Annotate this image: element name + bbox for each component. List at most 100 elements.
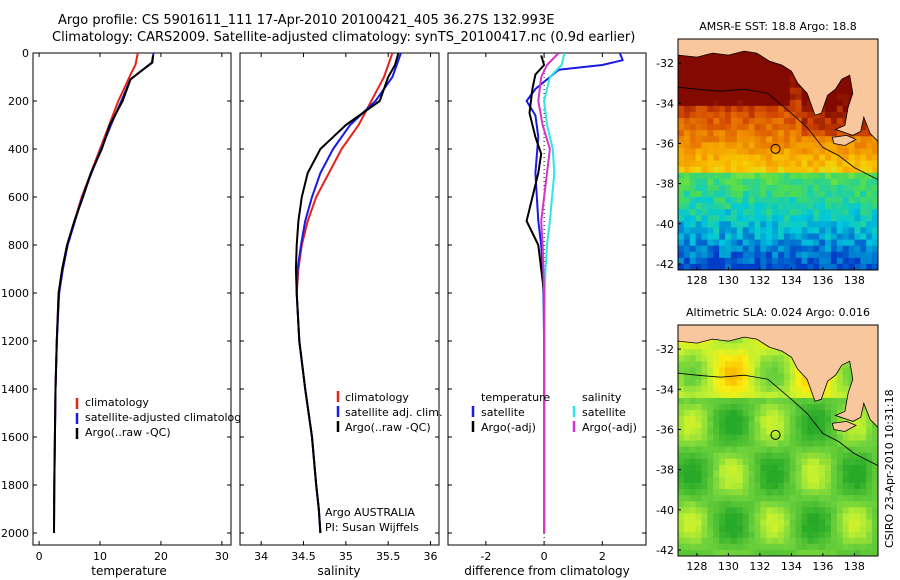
map-grid-cell — [713, 416, 720, 423]
map-grid-cell — [866, 184, 873, 192]
map-grid-cell — [830, 434, 838, 441]
map-grid-cell — [795, 507, 802, 514]
map-grid-cell — [866, 549, 873, 556]
map-grid-cell — [719, 434, 726, 441]
map-grid-cell — [748, 172, 755, 180]
map-grid-cell — [719, 130, 726, 137]
map-grid-cell — [766, 81, 773, 89]
map-grid-cell — [813, 495, 820, 502]
map-grid-cell — [695, 428, 702, 435]
map-grid-cell — [819, 227, 826, 234]
map-grid-cell — [742, 87, 749, 95]
map-grid-cell — [730, 470, 738, 478]
map-grid-cell — [742, 160, 749, 168]
map-grid-cell — [830, 373, 838, 381]
map-grid-cell — [713, 81, 720, 89]
map-grid-cell — [789, 233, 797, 241]
map-grid-cell — [707, 501, 714, 508]
map-grid-cell — [736, 105, 744, 113]
map-grid-cell — [842, 215, 849, 222]
map-grid-cell — [760, 197, 767, 204]
map-grid-cell — [854, 549, 861, 556]
shelf-contour — [678, 372, 878, 466]
map-grid-cell — [683, 525, 691, 533]
map-grid-cell — [848, 446, 855, 454]
map-grid-cell — [872, 428, 878, 435]
map-grid-cell — [766, 111, 773, 119]
map-grid-cell — [795, 93, 802, 101]
map-grid-cell — [801, 148, 808, 155]
map-grid-cell — [848, 531, 855, 539]
map-grid-cell — [807, 178, 814, 186]
map-grid-cell — [783, 160, 791, 168]
map-grid-cell — [872, 489, 878, 496]
map-grid-cell — [678, 361, 685, 368]
map-grid-cell — [748, 130, 755, 137]
map-grid-cell — [736, 215, 744, 222]
map-grid-cell — [866, 203, 873, 210]
map-grid-cell — [807, 416, 814, 423]
map-grid-cell — [683, 105, 691, 113]
map-grid-cell — [830, 203, 838, 210]
map-grid-cell — [760, 452, 767, 460]
map-grid-cell — [819, 197, 826, 204]
map-y-tick-label: -36 — [656, 423, 674, 436]
map-grid-cell — [836, 233, 844, 241]
map-grid-cell — [713, 397, 720, 405]
map-grid-cell — [783, 203, 791, 210]
map-grid-cell — [813, 154, 820, 161]
map-grid-cell — [683, 507, 691, 514]
map-x-tick-label: 138 — [844, 560, 865, 573]
map-grid-cell — [730, 397, 738, 405]
map-grid-cell — [713, 111, 720, 119]
map-grid-cell — [766, 93, 773, 101]
map-grid-cell — [830, 99, 838, 107]
map-grid-cell — [725, 239, 732, 247]
map-grid-cell — [713, 440, 720, 447]
map-grid-cell — [789, 93, 797, 101]
y-tick-label: 200 — [8, 95, 29, 108]
map-grid-cell — [860, 434, 867, 441]
map-grid-cell — [854, 507, 861, 514]
map-grid-cell — [795, 178, 802, 186]
map-grid-cell — [825, 257, 832, 265]
map-grid-cell — [695, 349, 702, 356]
map-grid-cell — [725, 203, 732, 210]
map-grid-cell — [801, 99, 808, 107]
map-grid-cell — [778, 99, 785, 107]
map-grid-cell — [730, 476, 738, 484]
map-grid-cell — [766, 525, 773, 533]
map-grid-cell — [707, 87, 714, 95]
map-grid-cell — [701, 263, 708, 270]
map-grid-cell — [742, 397, 749, 405]
map-grid-cell — [760, 87, 767, 95]
map-grid-cell — [760, 178, 767, 186]
map-grid-cell — [848, 221, 855, 228]
map-grid-cell — [725, 343, 732, 350]
map-grid-cell — [766, 446, 773, 454]
map-grid-cell — [789, 397, 797, 405]
map-grid-cell — [707, 166, 714, 174]
map-grid-cell — [689, 124, 697, 131]
map-grid-cell — [860, 440, 867, 447]
map-grid-cell — [854, 130, 861, 137]
map-grid-cell — [736, 233, 744, 241]
map-grid-cell — [801, 464, 808, 472]
map-grid-cell — [854, 172, 861, 180]
map-grid-cell — [742, 233, 749, 241]
map-grid-cell — [813, 215, 820, 222]
map-grid-cell — [683, 215, 691, 222]
map-grid-cell — [825, 93, 832, 101]
map-grid-cell — [683, 148, 691, 155]
map-grid-cell — [719, 245, 726, 253]
map-grid-cell — [754, 373, 761, 381]
map-grid-cell — [678, 99, 685, 107]
map-y-tick-label: -40 — [656, 218, 674, 231]
map-grid-cell — [689, 525, 697, 533]
map-grid-cell — [736, 434, 744, 441]
map-grid-cell — [842, 549, 849, 556]
map-grid-cell — [848, 476, 855, 484]
map-grid-cell — [736, 537, 744, 545]
map-grid-cell — [795, 531, 802, 539]
map-grid-cell — [830, 233, 838, 241]
